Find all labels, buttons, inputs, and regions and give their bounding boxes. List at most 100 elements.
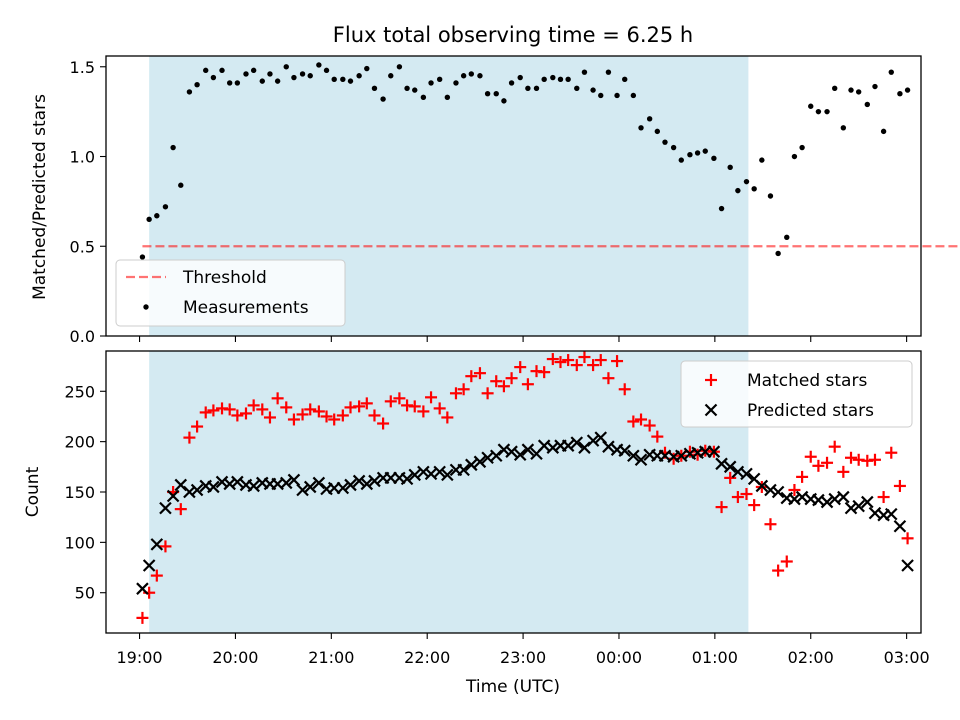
predicted-star-point (771, 485, 785, 499)
measurement-point (670, 144, 677, 151)
predicted-star-point (715, 457, 728, 471)
predicted-star-point (150, 538, 164, 551)
matched-star-point (731, 491, 744, 504)
matched-star-point (360, 397, 373, 410)
bottom-xtick-label: 01:00 (692, 648, 738, 667)
predicted-star-point (602, 440, 615, 453)
predicted-star-point (417, 465, 430, 479)
measurement-point (630, 92, 637, 99)
predicted-star-point (296, 483, 309, 497)
measurement-point (702, 148, 708, 154)
matched-star-point (618, 383, 631, 396)
predicted-star-point (578, 441, 591, 454)
matched-star-point (449, 387, 462, 400)
predicted-star-point (360, 477, 374, 491)
matched-star-point (497, 380, 510, 393)
matched-star-point (570, 359, 583, 372)
matched-star-point (804, 450, 817, 463)
measurement-point (460, 73, 467, 79)
measurement-point (767, 193, 774, 199)
bottom-ylabel: Count (23, 466, 43, 517)
measurement-point (323, 67, 330, 74)
matched-star-point (320, 410, 333, 423)
predicted-star-point (408, 468, 422, 482)
measurement-point (533, 85, 540, 92)
measurement-point (178, 182, 184, 188)
predicted-star-point (893, 519, 907, 533)
top-legend-box (115, 259, 346, 327)
matched-star-point (845, 451, 858, 464)
measurement-point (565, 76, 571, 83)
matched-star-point (715, 501, 728, 514)
bottom-legend: Matched stars Predicted stars (680, 360, 913, 428)
matched-star-point (336, 409, 349, 422)
predicted-star-point (844, 501, 858, 515)
matched-star-point (465, 370, 478, 383)
top-legend: Threshold Measurements (115, 259, 346, 327)
matched-star-point (231, 409, 244, 422)
measurement-point (791, 153, 798, 160)
measurement-point (824, 108, 830, 115)
predicted-star-point (136, 582, 149, 595)
measurement-point (590, 87, 596, 93)
predicted-star-point (901, 559, 914, 572)
measurement-point (614, 92, 620, 99)
predicted-star-point (788, 492, 801, 506)
predicted-star-point (627, 449, 640, 463)
matched-star-point (635, 413, 648, 426)
measurement-point (888, 69, 894, 75)
measurement-point (436, 76, 443, 83)
matched-star-point (280, 401, 293, 414)
measurement-point (420, 94, 427, 100)
predicted-star-point (215, 475, 229, 489)
measurement-point (598, 92, 604, 99)
matched-star-point (457, 383, 470, 396)
measurement-point (832, 85, 838, 92)
matched-star-point (287, 413, 300, 426)
measurement-point (897, 90, 903, 97)
measurement-point (848, 87, 854, 93)
measurement-point (687, 152, 693, 158)
matched-star-point (748, 499, 761, 512)
measurement-point (194, 82, 200, 88)
predicted-star-point (465, 458, 478, 472)
measurement-point (541, 76, 547, 83)
top-ytick-label: 0.0 (70, 327, 95, 346)
top-ytick-label: 1.5 (70, 58, 95, 77)
bottom-ytick-label: 150 (64, 483, 95, 502)
matched-star-point (136, 611, 149, 624)
measurement-point (139, 254, 146, 260)
measurement-point (380, 96, 386, 102)
matched-star-point (481, 387, 494, 400)
predicted-star-point (521, 443, 535, 456)
predicted-star-point (457, 463, 470, 477)
legend-matched-label: Matched stars (747, 371, 867, 391)
figure-title: Flux total observing time = 6.25 h (333, 23, 693, 47)
matched-star-point (159, 540, 172, 553)
matched-star-point (377, 417, 390, 430)
matched-star-point (263, 411, 276, 424)
matched-star-point (514, 361, 527, 374)
matched-star-point (651, 430, 664, 443)
measurement-point (340, 76, 346, 83)
matched-star-point (812, 459, 825, 472)
matched-star-point (788, 483, 801, 496)
predicted-star-point (634, 453, 648, 467)
matched-star-point (554, 356, 567, 369)
measurement-point (743, 178, 750, 185)
legend-measurements-label: Measurements (183, 298, 309, 318)
legend-predicted-swatch (704, 403, 718, 417)
predicted-star-point (368, 474, 381, 488)
measurement-point (904, 87, 911, 93)
matched-star-point (239, 407, 252, 420)
measurement-point (162, 204, 169, 210)
predicted-star-point (159, 501, 172, 515)
top-axes-frame (105, 55, 922, 337)
bottom-observing-window (149, 351, 749, 633)
measurement-point (550, 74, 556, 81)
matched-star-point (901, 532, 914, 545)
matched-star-point (393, 392, 406, 405)
measurement-point (484, 90, 491, 97)
measurement-point (662, 139, 668, 145)
predicted-star-point (166, 489, 180, 503)
